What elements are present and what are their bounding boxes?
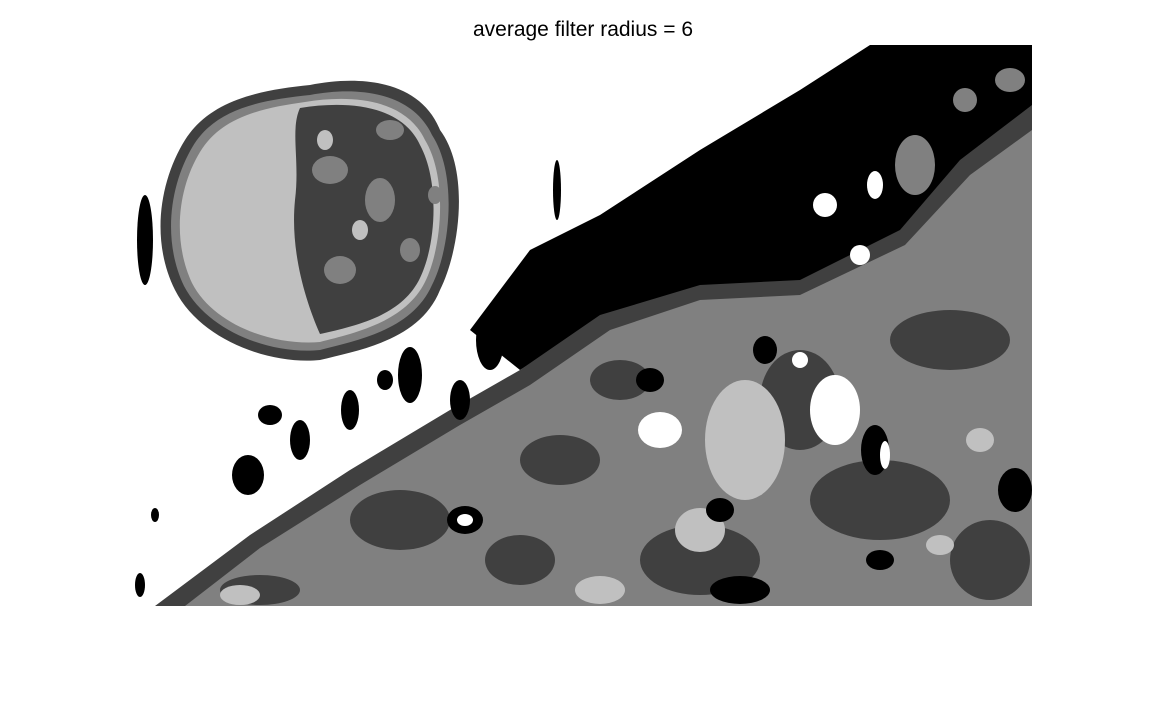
dark-patches bbox=[220, 310, 1030, 605]
speckles bbox=[135, 160, 561, 597]
light-patches bbox=[220, 380, 994, 605]
gray-islands bbox=[895, 68, 1025, 195]
cell-light-patches bbox=[317, 130, 368, 240]
cell-patches bbox=[312, 120, 442, 284]
white-holes bbox=[457, 171, 890, 526]
figure-title: average filter radius = 6 bbox=[473, 18, 693, 41]
image bbox=[135, 45, 1032, 606]
